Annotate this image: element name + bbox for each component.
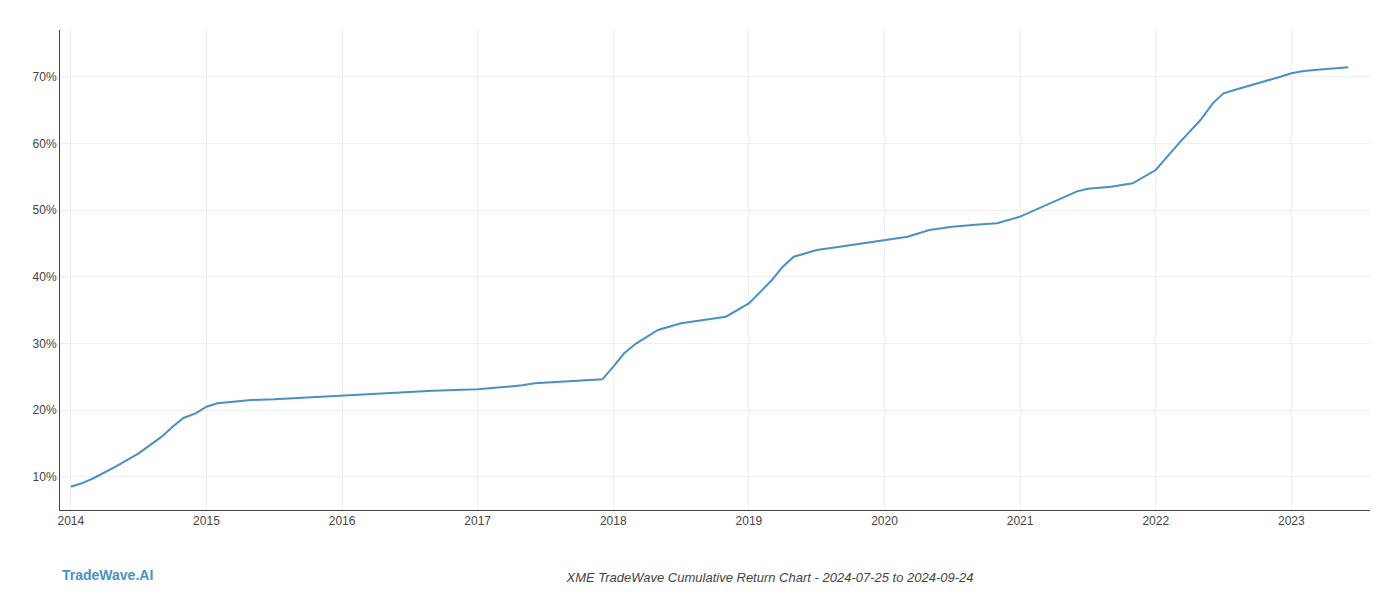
svg-text:2015: 2015 [193,514,220,528]
svg-text:70%: 70% [33,70,57,84]
svg-text:2022: 2022 [1142,514,1169,528]
svg-text:2017: 2017 [464,514,491,528]
svg-text:2014: 2014 [57,514,84,528]
svg-text:2016: 2016 [329,514,356,528]
svg-text:TradeWave.AI: TradeWave.AI [62,567,153,583]
svg-text:60%: 60% [33,137,57,151]
svg-text:2019: 2019 [736,514,763,528]
svg-text:2023: 2023 [1278,514,1305,528]
svg-text:XME TradeWave Cumulative Retur: XME TradeWave Cumulative Return Chart - … [565,570,973,585]
svg-text:40%: 40% [33,270,57,284]
svg-text:20%: 20% [33,403,57,417]
svg-text:10%: 10% [33,470,57,484]
svg-text:30%: 30% [33,337,57,351]
svg-text:2020: 2020 [871,514,898,528]
svg-text:2018: 2018 [600,514,627,528]
svg-text:2021: 2021 [1007,514,1034,528]
svg-text:50%: 50% [33,203,57,217]
